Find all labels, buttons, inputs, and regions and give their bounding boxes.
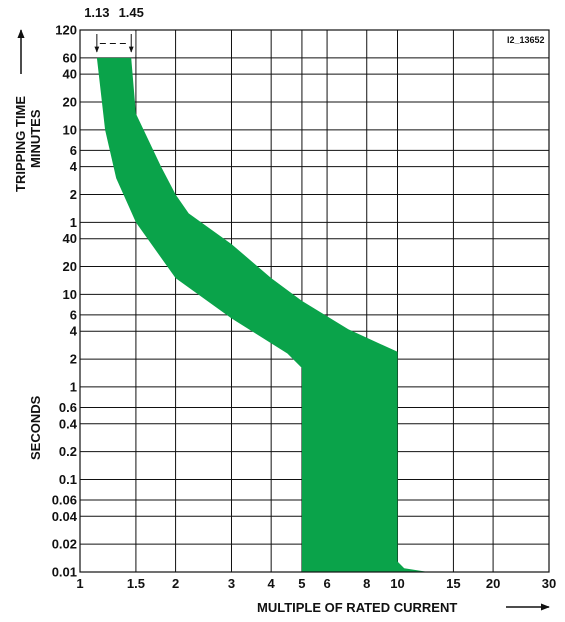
y-axis-label-seconds: SECONDS (28, 395, 43, 460)
tripping-band-area (96, 57, 429, 572)
y-tick-label: 10 (63, 122, 77, 137)
y-tick-label: 4 (70, 324, 78, 339)
y-tick-label: 0.4 (59, 416, 78, 431)
x-tick-label: 1.5 (127, 576, 145, 591)
y-tick-label: 0.01 (52, 565, 77, 580)
y-tick-label: 0.02 (52, 537, 77, 552)
tick-labels: 1 1.5 2 3 4 5 6 8 10 15 20 301206040201064214020106… (52, 23, 557, 592)
y-axis-label-tripping-time: TRIPPING TIME (13, 96, 28, 192)
y-tick-label: 6 (70, 307, 77, 322)
y-tick-label: 120 (55, 23, 77, 38)
x-tick-label: 6 (323, 576, 330, 591)
x-tick-label: 4 (268, 576, 276, 591)
y-axis-label-minutes: MINUTES (28, 109, 43, 168)
y-tick-label: 20 (63, 259, 77, 274)
y-tick-label: 10 (63, 287, 77, 302)
y-tick-label: 0.6 (59, 400, 77, 415)
y-tick-label: 2 (70, 352, 77, 367)
y-tick-label: 0.2 (59, 444, 77, 459)
x-tick-label: 30 (542, 576, 556, 591)
y-tick-label: 40 (63, 67, 77, 82)
x-tick-label: 3 (228, 576, 235, 591)
y-tick-label: 1 (70, 379, 77, 394)
y-tick-label: 0.1 (59, 472, 77, 487)
y-tick-label: 1 (70, 215, 77, 230)
x-tick-label: 2 (172, 576, 179, 591)
y-tick-label: 20 (63, 95, 77, 110)
y-tick-label: 2 (70, 187, 77, 202)
x-tick-label: 5 (298, 576, 305, 591)
y-tick-label: 0.06 (52, 492, 77, 507)
y-tick-label: 0.04 (52, 509, 78, 524)
x-axis-label: MULTIPLE OF RATED CURRENT (257, 600, 457, 615)
y-tick-label: 4 (70, 159, 78, 174)
y-tick-label: 6 (70, 143, 77, 158)
figure-id: I2_13652 (507, 35, 545, 45)
x-tick-label: 8 (363, 576, 370, 591)
x-tick-label: 20 (486, 576, 500, 591)
x-tick-label: 15 (446, 576, 460, 591)
reference-markers: 1.13 1.45 (84, 5, 144, 55)
plot-frame (79, 29, 550, 573)
reference-label: 1.45 (119, 5, 144, 20)
x-tick-label: 10 (390, 576, 404, 591)
reference-label: 1.13 (84, 5, 109, 20)
y-tick-label: 40 (63, 231, 77, 246)
y-tick-label: 60 (63, 50, 77, 65)
figure-id-box (505, 33, 547, 46)
x-tick-label: 1 (76, 576, 83, 591)
